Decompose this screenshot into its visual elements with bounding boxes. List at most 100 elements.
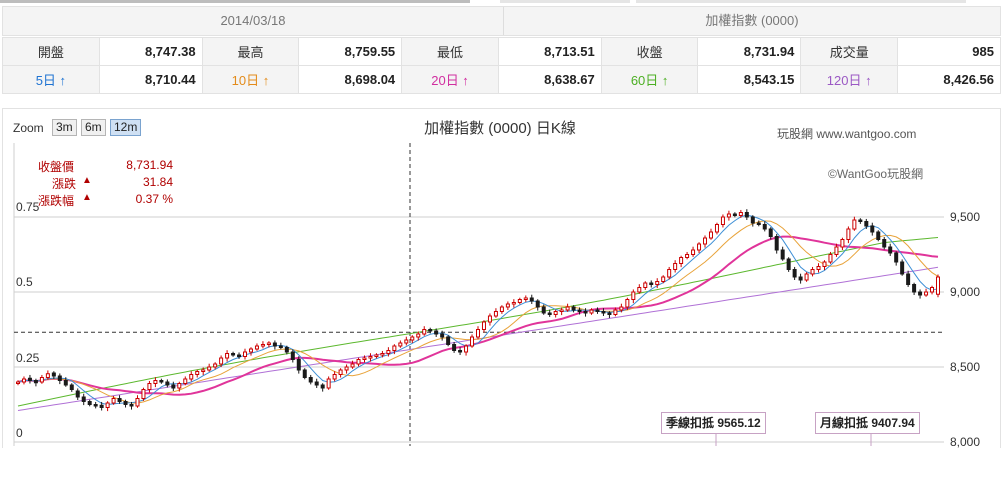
y-left-tick-label: 0.5 — [16, 275, 33, 289]
candle-body — [27, 377, 32, 381]
quote-table: 開盤 8,747.38 最高 8,759.55 最低 8,713.51 收盤 8… — [2, 37, 1001, 94]
info-pct-label: 漲跌幅 — [38, 194, 75, 208]
candle-body — [888, 246, 893, 254]
quarter-deduct-label: 季線扣抵 9565.12 — [661, 412, 766, 434]
candle-body — [511, 302, 516, 305]
candle-body — [254, 345, 259, 350]
candle-body — [762, 224, 767, 230]
y-left-tick-label: 0 — [16, 426, 23, 440]
candle-body — [189, 374, 194, 380]
candle-body — [428, 329, 433, 332]
candle-body — [535, 300, 540, 308]
candle-body — [93, 404, 98, 407]
candle-body — [434, 330, 439, 335]
candle-body — [314, 381, 319, 386]
candle-body — [45, 373, 50, 378]
candle-body — [39, 377, 44, 383]
candle-body — [553, 311, 558, 315]
y-left-tick-label: 0.75 — [16, 200, 40, 214]
ma60-line — [17, 237, 939, 407]
candle-body — [302, 369, 307, 378]
candle-body — [822, 261, 827, 267]
candle-body — [750, 216, 755, 224]
candle-body — [780, 249, 785, 260]
candle-body — [260, 344, 265, 347]
zoom-12m-button[interactable]: 12m — [110, 119, 142, 136]
candle-body — [183, 378, 188, 384]
candle-body — [344, 366, 349, 371]
month-deduct-label: 月線扣抵 9407.94 — [815, 412, 920, 434]
candle-body — [368, 356, 373, 359]
zoom-6m-button[interactable]: 6m — [81, 119, 106, 136]
candle-body — [57, 375, 62, 381]
ma120-label: 120日 ↑ — [800, 65, 899, 94]
candle-body — [69, 384, 74, 390]
candle-body — [201, 369, 206, 372]
y-right-tick-label: 8,000 — [950, 435, 980, 449]
candle-body — [266, 342, 271, 345]
candle-body — [499, 306, 504, 312]
candle-body — [595, 309, 600, 312]
candle-body — [141, 389, 146, 399]
candle-body — [774, 236, 779, 251]
candle-body — [846, 228, 851, 240]
high-label: 最高 — [201, 37, 300, 66]
candle-body — [559, 309, 564, 312]
info-close-row: 收盤價 8,731.94 — [38, 158, 173, 175]
candle-body — [481, 321, 486, 330]
candle-body — [452, 344, 457, 351]
candle-body — [464, 345, 469, 353]
candle-body — [75, 390, 80, 398]
candle-body — [625, 299, 630, 308]
candle-body — [643, 282, 648, 288]
candle-body — [714, 224, 719, 233]
candle-body — [667, 269, 672, 278]
zoom-3m-button[interactable]: 3m — [52, 119, 77, 136]
candle-body — [756, 222, 761, 225]
crosshair-info-panel: 收盤價 8,731.94 漲跌 ▲ 31.84 漲跌幅 ▲ 0.37 % — [38, 158, 173, 209]
candle-body — [786, 258, 791, 270]
info-pct-row: 漲跌幅 ▲ 0.37 % — [38, 192, 173, 209]
ma20-label: 20日 ↑ — [401, 65, 499, 94]
tab-strip-segment — [636, 0, 966, 3]
brand-link[interactable]: 玩股網 www.wantgoo.com — [777, 127, 917, 141]
candle-body — [685, 254, 690, 258]
candle-body — [362, 357, 367, 360]
candle-body — [852, 219, 857, 230]
candle-body — [816, 266, 821, 270]
candle-body — [912, 284, 917, 293]
candle-body — [619, 306, 624, 311]
candle-body — [225, 353, 230, 359]
candle-body — [720, 216, 725, 225]
candle-body — [446, 336, 451, 345]
candle-body — [213, 363, 218, 368]
candle-body — [398, 342, 403, 347]
low-value: 8,713.51 — [497, 37, 602, 66]
candle-body — [380, 353, 385, 356]
candle-body — [16, 381, 20, 384]
candle-body — [726, 213, 731, 218]
candle-body — [21, 378, 26, 383]
candle-body — [171, 384, 176, 389]
candle-body — [924, 291, 929, 296]
zoom-label: Zoom — [13, 121, 44, 135]
candle-body — [744, 212, 749, 218]
candle-body — [661, 276, 666, 282]
candle-body — [583, 311, 588, 314]
close-label: 收盤 — [600, 37, 699, 66]
chart-frame — [2, 108, 1001, 448]
candle-body — [529, 297, 534, 302]
top-tab-strip — [0, 0, 1004, 4]
candle-body — [350, 363, 355, 368]
candle-body — [882, 239, 887, 248]
candle-body — [440, 333, 445, 338]
candle-body — [870, 225, 875, 233]
candle-body — [697, 243, 702, 251]
candle-body — [386, 350, 391, 354]
candle-body — [637, 287, 642, 293]
copyright-watermark: ©WantGoo玩股網 — [828, 167, 924, 181]
info-change-value: 31.84 — [142, 175, 173, 189]
candle-body — [906, 273, 911, 285]
candle-body — [930, 287, 935, 293]
